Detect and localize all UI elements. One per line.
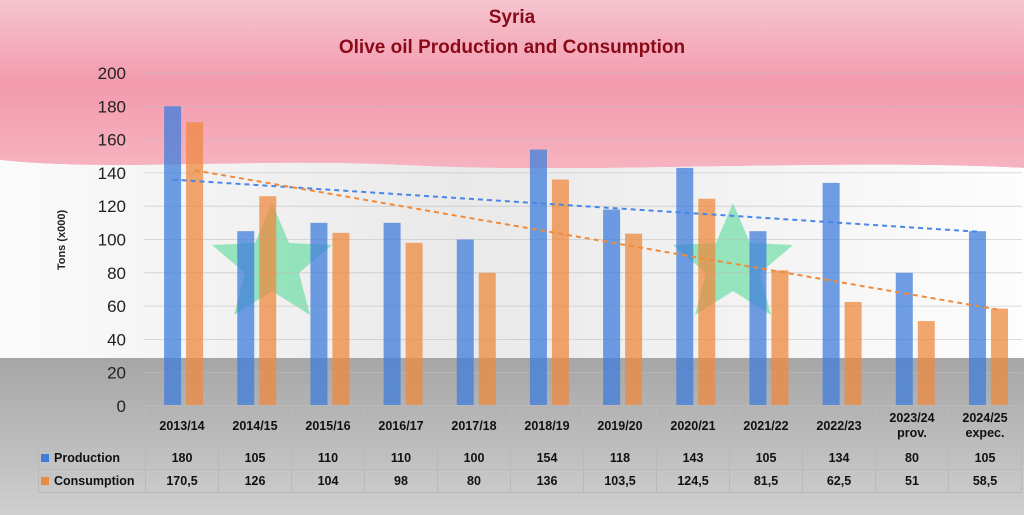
production-bar (895, 272, 913, 406)
y-tick-label: 40 (107, 330, 126, 349)
x-tick-label-line: 2018/19 (524, 418, 570, 433)
production-value: 110 (364, 446, 438, 470)
production-bar (676, 167, 694, 406)
consumption-value: 104 (291, 469, 365, 493)
y-tick-label: 20 (107, 364, 126, 383)
production-value: 100 (437, 446, 511, 470)
production-value: 80 (875, 446, 949, 470)
x-tick-label: 2019/20 (583, 405, 657, 447)
consumption-bar (698, 198, 716, 406)
consumption-bar (625, 233, 643, 406)
table-corner (39, 406, 146, 447)
x-tick-label-line: prov. (897, 426, 927, 440)
chart-subtitle: Olive oil Production and Consumption (338, 37, 686, 58)
legend-label: Production (54, 451, 120, 465)
x-tick-label: 2017/18 (437, 405, 511, 447)
production-bar (822, 182, 840, 406)
x-tick-label: 2022/23 (802, 405, 876, 447)
x-tick-label-line: 2023/24 (889, 411, 935, 425)
production-value: 110 (291, 446, 365, 470)
consumption-trendline (194, 169, 1000, 311)
consumption-bar (405, 242, 423, 406)
production-bar (749, 231, 767, 406)
legend-swatch (41, 454, 49, 462)
consumption-bar (186, 122, 204, 407)
legend-entry: Production (38, 446, 146, 470)
production-bar (529, 149, 547, 406)
production-value: 105 (729, 446, 803, 470)
x-tick-label: 2013/14 (145, 405, 219, 447)
consumption-value: 126 (218, 469, 292, 493)
y-tick-label: 60 (107, 297, 126, 316)
production-value: 105 (218, 446, 292, 470)
consumption-bar (917, 321, 935, 406)
consumption-value: 98 (364, 469, 438, 493)
x-tick-label: 2020/21 (656, 405, 730, 447)
production-bar (383, 222, 401, 406)
x-tick-label-line: 2022/23 (816, 418, 862, 433)
x-tick-label-line: 2024/25 (962, 411, 1008, 425)
production-bar (310, 222, 328, 406)
consumption-bar (551, 179, 569, 406)
production-bar (237, 231, 255, 406)
production-value: 134 (802, 446, 876, 470)
production-bar (456, 239, 474, 406)
consumption-bar (771, 270, 789, 406)
y-tick-label: 200 (98, 64, 126, 83)
table-row: Production 180 105 110 110 100 154 118 143 105 134… (38, 446, 1022, 470)
consumption-value: 170,5 (145, 469, 219, 493)
x-tick-label-line: 2016/17 (378, 418, 424, 433)
y-tick-label: 160 (98, 131, 126, 150)
production-bar (603, 209, 621, 406)
y-tick-label: 140 (98, 164, 126, 183)
production-value: 105 (948, 446, 1022, 470)
x-tick-label: 2024/25 expec. (948, 405, 1022, 447)
consumption-value: 58,5 (948, 469, 1022, 493)
data-table: 2013/14 2014/15 2015/16 2016/17 2017/18 2018/… (38, 405, 1022, 493)
consumption-value: 62,5 (802, 469, 876, 493)
production-bar (968, 231, 986, 406)
consumption-bar (332, 232, 350, 406)
legend-entry: Consumption (38, 469, 146, 493)
production-value: 180 (145, 446, 219, 470)
x-tick-label-line: 2013/14 (159, 418, 205, 433)
y-tick-label: 180 (98, 97, 126, 116)
x-tick-label-line: 2017/18 (451, 418, 497, 433)
x-tick-label-line: 2015/16 (305, 418, 351, 433)
consumption-value: 124,5 (656, 469, 730, 493)
legend-label: Consumption (54, 474, 135, 488)
x-tick-label-line: expec. (965, 426, 1005, 440)
consumption-bar (478, 272, 496, 406)
y-tick-label: 0 (117, 397, 126, 416)
consumption-value: 51 (875, 469, 949, 493)
production-bar (164, 106, 182, 407)
consumption-bar (259, 196, 277, 406)
x-tick-label: 2018/19 (510, 405, 584, 447)
table-row: Consumption 170,5 126 104 98 80 136 103,5 124,5 8… (38, 469, 1022, 493)
consumption-bar (990, 308, 1008, 406)
chart-title: Syria (488, 7, 536, 28)
x-tick-label: 2016/17 (364, 405, 438, 447)
production-value: 143 (656, 446, 730, 470)
x-tick-label-line: 2021/22 (743, 418, 789, 433)
consumption-value: 81,5 (729, 469, 803, 493)
y-tick-label: 80 (107, 264, 126, 283)
legend-swatch (41, 477, 49, 485)
x-tick-label: 2021/22 (729, 405, 803, 447)
x-tick-label-line: 2014/15 (232, 418, 278, 433)
x-tick-label: 2015/16 (291, 405, 365, 447)
consumption-bar (844, 301, 862, 406)
y-tick-label: 120 (98, 197, 126, 216)
production-value: 154 (510, 446, 584, 470)
consumption-value: 103,5 (583, 469, 657, 493)
x-tick-label: 2014/15 (218, 405, 292, 447)
x-tick-label: 2023/24 prov. (875, 405, 949, 447)
production-value: 118 (583, 446, 657, 470)
x-tick-label-line: 2019/20 (597, 418, 643, 433)
y-tick-label: 100 (98, 231, 126, 250)
x-tick-label-line: 2020/21 (670, 418, 716, 433)
consumption-value: 80 (437, 469, 511, 493)
consumption-value: 136 (510, 469, 584, 493)
